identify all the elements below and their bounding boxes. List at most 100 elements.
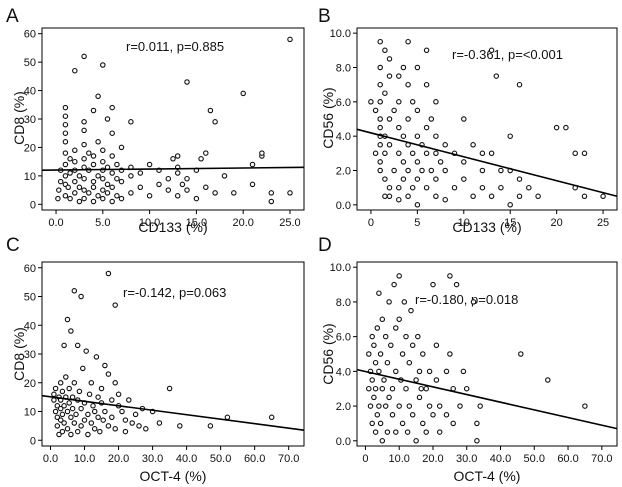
panel-a-data-point bbox=[76, 173, 83, 179]
panel-a-data-point bbox=[81, 164, 87, 171]
panel-b-data-point bbox=[516, 193, 523, 200]
panel-b-data-point bbox=[405, 167, 411, 174]
panel-a-data-point bbox=[207, 107, 214, 114]
panel-a-data-point bbox=[128, 119, 134, 125]
panel-b-data-point bbox=[396, 196, 402, 203]
panel-b-data-point bbox=[386, 193, 393, 200]
panel-a-data-point bbox=[118, 144, 125, 151]
panel-d-data-point bbox=[433, 377, 440, 383]
panel-c-data-point bbox=[85, 411, 91, 418]
panel-b-data-point bbox=[372, 107, 379, 114]
panel-c-x-axis-title: OCT-4 (%) bbox=[140, 468, 207, 484]
panel-b-data-point bbox=[414, 133, 421, 139]
panel-b-data-point bbox=[442, 142, 448, 148]
panel-d-x-tick-label: 40.0 bbox=[490, 453, 511, 465]
panel-a-data-point bbox=[137, 170, 144, 176]
panel-c-data-point bbox=[78, 405, 84, 412]
panel-d-data-point bbox=[396, 403, 402, 409]
panel-c-regression-line bbox=[41, 394, 305, 431]
panel-b-data-point bbox=[377, 142, 383, 148]
panel-c-data-point bbox=[112, 426, 118, 432]
panel-b-data-point bbox=[516, 81, 523, 88]
panel-a-data-point bbox=[128, 173, 134, 179]
panel-b-data-point bbox=[396, 73, 402, 79]
panel-b-data-point bbox=[382, 193, 388, 200]
panel-c-data-point bbox=[57, 405, 64, 412]
panel-c-y-tick-label: 10 bbox=[24, 407, 36, 419]
panel-b-x-axis-title: CD133 (%) bbox=[452, 219, 521, 235]
panel-c-data-point bbox=[100, 417, 106, 423]
panel-d-x-tick-label: 30.0 bbox=[456, 453, 477, 465]
panel-d-regression-line bbox=[356, 368, 618, 430]
panel-d-x-tick-label: 50.0 bbox=[524, 453, 545, 465]
panel-b-data-point bbox=[442, 196, 448, 203]
panel-b-data-point bbox=[428, 116, 435, 122]
panel-b-data-point bbox=[423, 81, 430, 88]
panel-d-data-point bbox=[433, 342, 440, 349]
panel-a-data-point bbox=[156, 181, 162, 188]
panel-a-data-point bbox=[72, 178, 78, 185]
panel-a-data-point bbox=[137, 184, 144, 191]
panel-a-x-tick-label: 25.0 bbox=[279, 217, 300, 229]
panel-a-x-tick-label: 15.0 bbox=[186, 217, 207, 229]
panel-a-data-point bbox=[62, 193, 69, 199]
panel-c-data-point bbox=[119, 408, 125, 415]
panel-a-data-point bbox=[174, 153, 181, 159]
panel-b-data-point bbox=[377, 124, 383, 131]
panel-c-data-point bbox=[112, 380, 118, 386]
panel-d-data-point bbox=[372, 385, 379, 392]
panel-a-data-point bbox=[114, 175, 120, 182]
panel-d-data-point bbox=[450, 420, 456, 427]
panel-d-data-point bbox=[371, 394, 377, 401]
panel-b-data-point bbox=[498, 167, 504, 174]
panel-a-data-point bbox=[170, 156, 176, 162]
panel-d-data-point bbox=[406, 359, 413, 366]
panel-d-letter: D bbox=[318, 235, 332, 256]
panel-d-x-tick-label: 0 bbox=[362, 453, 368, 465]
panel-a-scatter: A r=0.011, p=0.885 CD133 (%) CD8 (%) 0.0… bbox=[6, 6, 305, 235]
panel-a-data-point bbox=[76, 198, 83, 205]
panel-b-data-point bbox=[433, 99, 439, 105]
panel-d-data-point bbox=[582, 403, 588, 409]
panel-d-data-point bbox=[376, 368, 382, 375]
panel-a-data-point bbox=[184, 175, 190, 182]
panel-a-data-point bbox=[109, 184, 115, 191]
panel-c-data-point bbox=[224, 414, 231, 421]
panel-b-y-tick-label: 8.0 bbox=[336, 62, 351, 74]
panel-d-data-point bbox=[379, 438, 386, 444]
panel-b-data-point bbox=[409, 184, 416, 191]
panel-c-data-point bbox=[156, 420, 163, 426]
panel-b-data-point bbox=[400, 159, 407, 165]
panel-a-data-point bbox=[62, 130, 69, 136]
panel-d-data-point bbox=[423, 385, 429, 392]
panel-a-data-point bbox=[65, 184, 71, 191]
panel-a-data-point bbox=[203, 150, 209, 156]
panel-d-data-point bbox=[426, 368, 433, 375]
panel-d-y-tick-label: 2.0 bbox=[336, 401, 351, 413]
panel-a-data-point bbox=[90, 107, 97, 114]
panel-c-y-tick-label: 30 bbox=[24, 349, 36, 361]
panel-b-data-point bbox=[377, 116, 383, 122]
panel-d-data-point bbox=[443, 368, 450, 375]
panel-b-data-point bbox=[405, 81, 411, 88]
panel-b-data-point bbox=[600, 193, 606, 200]
panel-b-data-point bbox=[470, 142, 476, 148]
panel-b-data-point bbox=[405, 193, 411, 200]
panel-c-data-point bbox=[95, 414, 101, 421]
panel-b-data-point bbox=[488, 193, 495, 200]
panel-c-data-point bbox=[64, 408, 71, 415]
panel-d-y-axis-title: CD56 (%) bbox=[320, 323, 336, 384]
panel-a-data-point bbox=[67, 195, 73, 202]
panel-d-y-tick-label: 0.0 bbox=[336, 436, 351, 448]
panel-d-x-tick-label: 10.0 bbox=[388, 453, 409, 465]
panel-c-data-point bbox=[61, 420, 67, 426]
panel-b-data-point bbox=[581, 150, 588, 157]
panel-a-data-point bbox=[268, 198, 275, 205]
panel-a-data-point bbox=[104, 190, 111, 196]
panel-c-data-point bbox=[102, 362, 108, 369]
panel-d-data-point bbox=[372, 359, 379, 366]
panel-a-data-point bbox=[109, 130, 115, 136]
panel-c-data-point bbox=[59, 428, 66, 435]
panel-c-data-point bbox=[52, 408, 59, 415]
panel-c-data-point bbox=[61, 403, 67, 409]
